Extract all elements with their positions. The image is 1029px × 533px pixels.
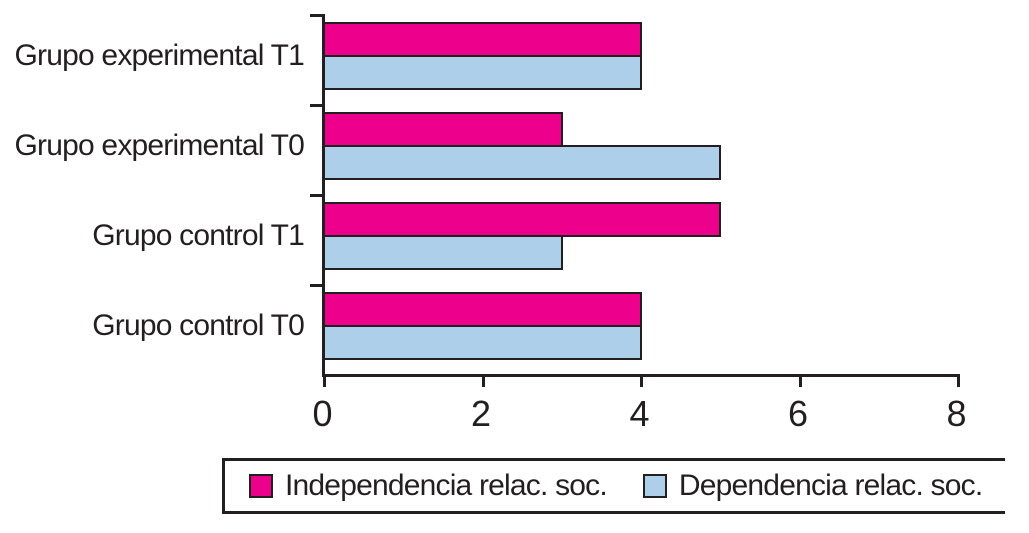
y-axis-tick (310, 194, 322, 197)
dependencia-swatch-icon (642, 474, 667, 498)
x-axis-tick-label: 4 (629, 393, 649, 434)
bar-independencia-relac-soc-grupo-control-t1 (325, 202, 722, 237)
x-axis-tick-label: 8 (946, 393, 966, 434)
legend: Independencia relac. soc. Dependencia re… (222, 458, 1005, 514)
bar-independencia-relac-soc-grupo-experimental-t0 (325, 112, 563, 147)
category-label-grupo-experimental-t1: Grupo experimental T1 (14, 39, 305, 72)
legend-label: Dependencia relac. soc. (678, 469, 983, 502)
legend-item-independencia: Independencia relac. soc. (249, 469, 608, 503)
x-axis-tick (640, 374, 643, 387)
category-label-grupo-control-t0: Grupo control T0 (92, 309, 305, 342)
bar-group-grupo-experimental-t1 (325, 14, 959, 104)
y-axis-tick (310, 284, 322, 287)
x-axis-tick-label: 0 (312, 393, 332, 434)
bar-group-grupo-control-t1 (325, 194, 959, 284)
bar-independencia-relac-soc-grupo-experimental-t1 (325, 22, 642, 57)
category-label-grupo-control-t1: Grupo control T1 (92, 219, 305, 252)
y-axis-tick (310, 14, 322, 17)
x-axis-tick (481, 374, 485, 387)
x-axis-tick (957, 374, 960, 387)
legend-item-dependencia: Dependencia relac. soc. (642, 469, 983, 503)
x-axis-tick (323, 374, 326, 387)
x-axis-tick-label: 2 (470, 393, 491, 434)
y-axis-tick (310, 104, 322, 107)
bar-independencia-relac-soc-grupo-control-t0 (325, 292, 642, 327)
bar-dependencia-relac-soc-grupo-experimental-t0 (325, 145, 722, 180)
x-axis-tick-label: 6 (787, 393, 808, 434)
bar-dependencia-relac-soc-grupo-control-t0 (325, 325, 642, 360)
category-axis: Grupo experimental T1 Grupo experimental … (0, 14, 312, 374)
category-label-grupo-experimental-t0: Grupo experimental T0 (14, 129, 305, 162)
plot-area (310, 14, 960, 387)
bar-dependencia-relac-soc-grupo-control-t1 (325, 235, 563, 270)
x-axis: 0 2 4 6 8 (312, 377, 966, 434)
x-axis-tick (798, 374, 802, 387)
independencia-swatch-icon (249, 474, 273, 498)
legend-label: Independencia relac. soc. (285, 469, 608, 502)
bar-dependencia-relac-soc-grupo-experimental-t1 (325, 55, 642, 90)
bar-group-grupo-control-t0 (325, 284, 959, 374)
bar-group-grupo-experimental-t0 (325, 104, 959, 194)
